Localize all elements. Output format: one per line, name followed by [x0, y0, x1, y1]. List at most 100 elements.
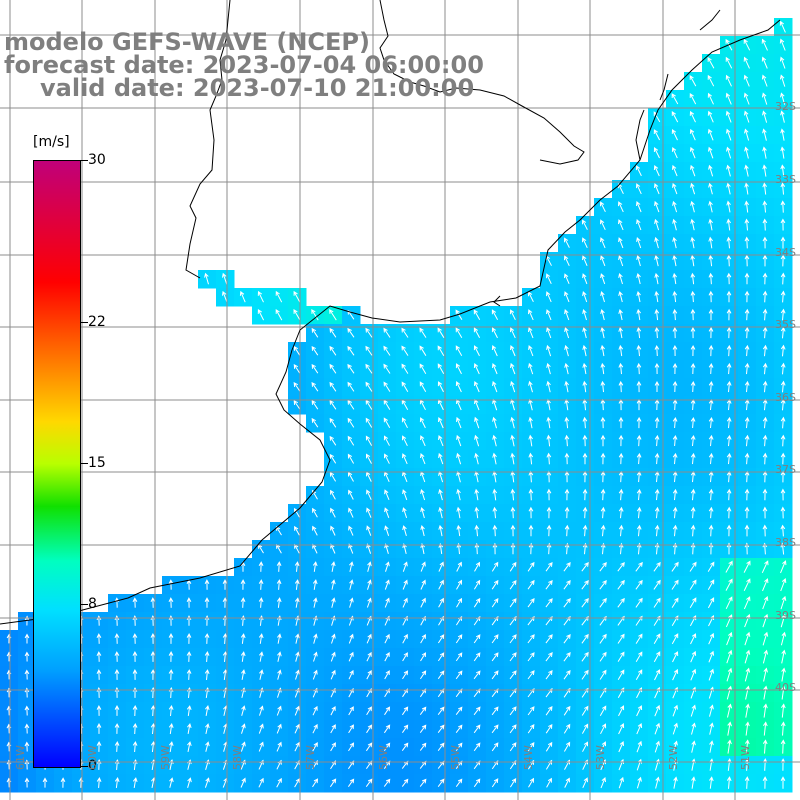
wind-vector-arrow — [582, 380, 588, 393]
wind-vector-arrow — [744, 434, 750, 447]
wind-vector-arrow — [763, 667, 768, 682]
wind-vector-arrow — [509, 309, 516, 321]
wind-vector-arrow — [510, 524, 516, 537]
wind-vector-arrow — [168, 704, 174, 717]
wind-vector-arrow — [690, 290, 696, 303]
wind-vector-arrow — [636, 705, 643, 717]
wind-vector-arrow — [293, 382, 301, 392]
wind-vector-arrow — [708, 164, 714, 177]
wind-vector-arrow — [690, 416, 696, 429]
wind-vector-arrow — [780, 146, 785, 159]
wind-vector-arrow — [456, 542, 462, 555]
valid-date: valid date: 2023-07-10 21:00:00 — [40, 74, 475, 102]
wind-vector-arrow — [474, 542, 480, 555]
wind-vector-arrow — [762, 631, 769, 646]
wind-vector-arrow — [671, 633, 679, 645]
wind-vector-arrow — [348, 633, 354, 644]
wind-vector-arrow — [618, 741, 624, 753]
wind-vector-arrow — [294, 741, 300, 752]
wind-vector-arrow — [114, 723, 120, 734]
wind-vector-arrow — [545, 634, 553, 644]
wind-vector-arrow — [510, 488, 516, 501]
wind-vector-arrow — [762, 362, 768, 375]
wind-vector-arrow — [402, 670, 409, 680]
wind-vector-arrow — [546, 506, 552, 519]
wind-vector-arrow — [707, 56, 715, 69]
wind-vector-arrow — [510, 542, 516, 555]
wind-vector-arrow — [437, 327, 445, 338]
wind-vector-arrow — [383, 381, 391, 392]
wind-vector-arrow — [257, 308, 265, 321]
wind-vector-arrow — [672, 380, 678, 393]
wind-vector-arrow — [329, 381, 337, 392]
lon-label: 61W — [14, 745, 27, 770]
wind-vector-arrow — [690, 236, 695, 249]
wind-vector-arrow — [564, 380, 569, 393]
wind-vector-arrow — [527, 724, 535, 734]
wind-vector-arrow — [240, 597, 246, 608]
wind-vector-arrow — [492, 506, 498, 519]
wind-vector-arrow — [744, 667, 751, 682]
wind-vector-arrow — [510, 362, 516, 375]
lat-label: 39S — [775, 609, 796, 622]
wind-vector-arrow — [330, 705, 336, 716]
wind-vector-arrow — [744, 416, 750, 429]
wind-vector-arrow — [762, 434, 768, 447]
lon-label: 58W — [231, 745, 244, 770]
wind-vector-arrow — [132, 633, 138, 644]
wind-vector-arrow — [726, 434, 732, 447]
wind-vector-arrow — [259, 669, 264, 680]
wind-vector-arrow — [654, 722, 661, 735]
wind-vector-arrow — [636, 255, 641, 267]
wind-vector-arrow — [582, 741, 588, 752]
wind-vector-arrow — [618, 237, 624, 249]
wind-vector-arrow — [24, 777, 30, 788]
wind-vector-arrow — [240, 777, 246, 788]
wind-vector-arrow — [761, 92, 768, 105]
wind-vector-arrow — [745, 703, 750, 718]
wind-vector-arrow — [618, 201, 624, 213]
wind-vector-arrow — [744, 631, 751, 646]
wind-vector-arrow — [708, 362, 714, 375]
wind-vector-arrow — [564, 452, 570, 465]
wind-vector-arrow — [420, 652, 427, 662]
wind-vector-arrow — [708, 380, 714, 393]
wind-vector-arrow — [276, 705, 282, 716]
wind-vector-arrow — [546, 380, 551, 393]
wind-vector-arrow — [294, 777, 300, 788]
wind-vector-arrow — [708, 290, 714, 303]
wind-vector-arrow — [366, 507, 372, 518]
wind-vector-arrow — [114, 705, 120, 716]
wind-vector-arrow — [708, 200, 713, 213]
wind-vector-arrow — [672, 434, 678, 447]
wind-vector-arrow — [187, 741, 192, 752]
wind-vector-arrow — [312, 525, 318, 536]
wind-vector-arrow — [762, 128, 767, 141]
wind-vector-arrow — [509, 561, 517, 572]
wind-vector-arrow — [563, 597, 571, 608]
wind-vector-arrow — [618, 524, 624, 537]
wind-vector-arrow — [618, 452, 624, 465]
wind-vector-arrow — [401, 381, 409, 392]
wind-vector-arrow — [222, 633, 228, 644]
wind-vector-arrow — [780, 434, 786, 447]
wind-vector-arrow — [492, 452, 497, 465]
wind-vector-arrow — [672, 272, 677, 285]
wind-vector-arrow — [491, 327, 498, 339]
colorbar-unit: [m/s] — [33, 134, 70, 150]
wind-vector-arrow — [725, 56, 733, 69]
wind-vector-arrow — [204, 272, 209, 285]
wind-vector-arrow — [726, 200, 731, 213]
river-plate-shore — [185, 0, 721, 307]
wind-vector-arrow — [509, 598, 517, 608]
forecast-date: forecast date: 2023-07-04 06:00:00 — [4, 51, 484, 79]
wind-vector-arrow — [744, 488, 750, 501]
wind-vector-arrow — [691, 740, 696, 753]
wind-vector-arrow — [276, 723, 282, 734]
wind-vector-arrow — [744, 290, 750, 303]
wind-vector-arrow — [582, 488, 588, 501]
wind-vector-arrow — [744, 254, 750, 267]
wind-vector-arrow — [367, 561, 372, 572]
wind-vector-arrow — [331, 633, 336, 644]
wind-vector-arrow — [474, 524, 480, 537]
